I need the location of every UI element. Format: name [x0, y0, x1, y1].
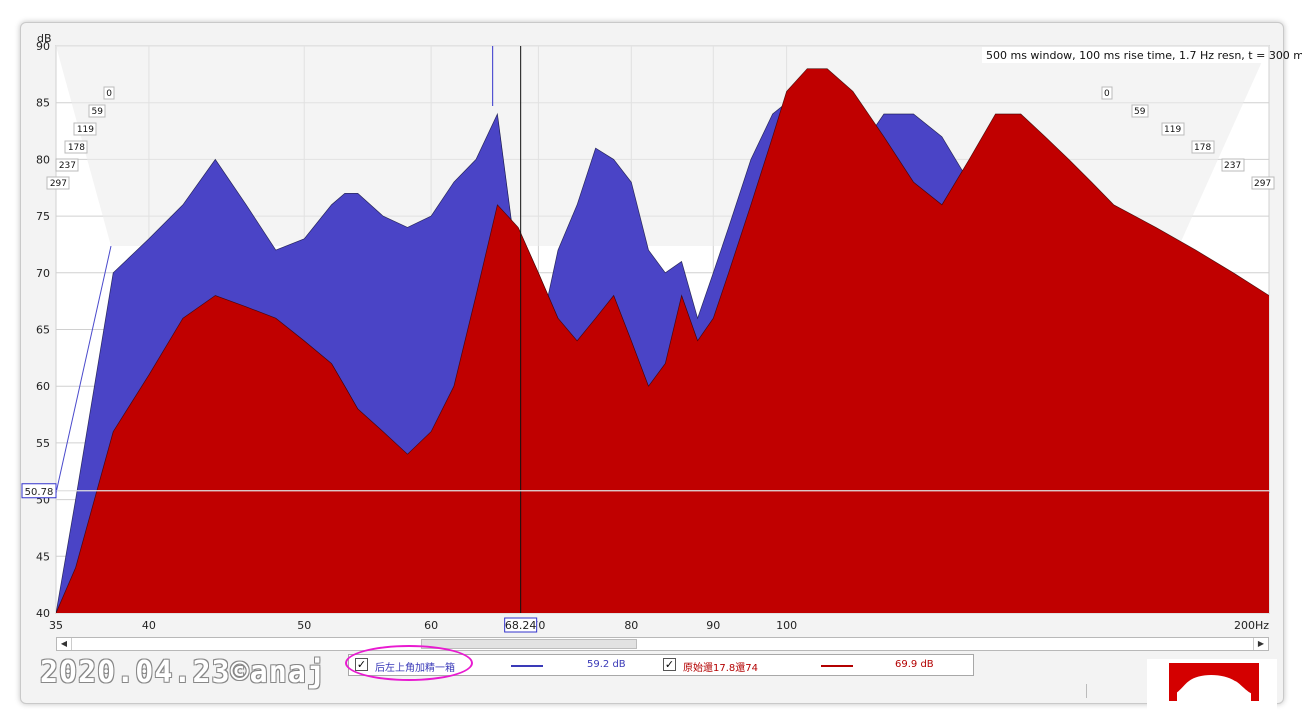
series-1-name: 后左上角加精一箱 — [375, 663, 455, 674]
legend-bar: ✓ 后左上角加精一箱 59.2 dB ✓ 原始還17.8還74 69.9 dB — [348, 654, 974, 676]
time-slice-label-right: 0 — [1104, 89, 1110, 99]
time-slice-label-right: 178 — [1194, 143, 1211, 153]
watermark: 2020.04.23©anaj — [40, 655, 326, 690]
cursor-x-label: 68.24 — [505, 619, 537, 632]
annotation: 500 ms window, 100 ms rise time, 1.7 Hz … — [986, 49, 1302, 62]
time-slice-label-left: 119 — [77, 125, 94, 135]
x-axis: 35 40 50 60 70 80 90 100 200Hz — [49, 619, 1269, 632]
time-slice-label-box-right — [1101, 86, 1113, 100]
time-slice-label-box-left — [73, 122, 97, 136]
time-slice-label-box-right — [1161, 122, 1185, 136]
x-tick-label: 50 — [297, 619, 311, 632]
y-tick-label: 85 — [36, 97, 50, 110]
y-tick-label: 40 — [36, 607, 50, 620]
time-slice-label-left: 178 — [68, 143, 85, 153]
time-slice-label-left: 237 — [59, 161, 76, 171]
y-axis-unit: dB — [37, 32, 52, 45]
depth-axis-left — [55, 245, 112, 494]
time-slice-label-left: 0 — [106, 89, 112, 99]
time-slice-label-left: 59 — [92, 107, 104, 117]
x-tick-label: 60 — [424, 619, 438, 632]
time-slice-label-left: 297 — [50, 179, 67, 189]
x-tick-label: 90 — [706, 619, 720, 632]
time-slice-label-box-right — [1221, 158, 1245, 172]
series-layer — [56, 68, 1269, 613]
x-tick-label: 200Hz — [1234, 619, 1269, 632]
series-1-value: 59.2 dB — [587, 659, 626, 670]
cursor-y-label: 50.78 — [25, 487, 54, 498]
scroll-thumb[interactable] — [421, 639, 637, 649]
series-2-name: 原始還17.8還74 — [683, 663, 758, 674]
corner-overlay — [1147, 659, 1277, 711]
x-tick-label: 80 — [624, 619, 638, 632]
scroll-left-arrow-icon[interactable]: ◀ — [57, 638, 72, 650]
x-tick-label: 100 — [776, 619, 797, 632]
series-2-swatch — [821, 665, 853, 667]
y-tick-label: 75 — [36, 210, 50, 223]
series-1-swatch — [511, 665, 543, 667]
cursor-y-box — [21, 483, 57, 499]
red-logo-icon — [1169, 663, 1259, 701]
y-tick-label: 65 — [36, 324, 50, 337]
series-2-checkbox[interactable]: ✓ — [663, 658, 676, 671]
series-2 — [56, 68, 1269, 613]
time-slice-label-box-left — [64, 140, 88, 154]
time-slice-label-right: 119 — [1164, 125, 1181, 135]
series-slice-fill — [56, 68, 1269, 613]
cursor[interactable]: 68.24 50.78 — [21, 46, 1269, 633]
time-slice-label-box-left — [103, 86, 115, 100]
scroll-right-arrow-icon[interactable]: ▶ — [1253, 638, 1268, 650]
time-slice-label-right: 59 — [1134, 107, 1146, 117]
y-tick-label: 70 — [36, 267, 50, 280]
y-tick-label: 90 — [36, 40, 50, 53]
status-bar — [1086, 684, 1263, 698]
cursor-x-box — [504, 617, 538, 633]
y-tick-label: 45 — [36, 550, 50, 563]
time-slice-label-box-left — [55, 158, 79, 172]
horizontal-scrollbar[interactable]: ◀ ▶ — [56, 637, 1269, 651]
time-slice-label-box-right — [1251, 176, 1275, 190]
time-slice-label-box-left — [88, 104, 106, 118]
y-tick-label: 60 — [36, 380, 50, 393]
y-tick-label: 80 — [36, 153, 50, 166]
series-slice-line — [56, 68, 1269, 613]
time-slice-label-box-right — [1131, 104, 1149, 118]
time-slice-label-box-left — [46, 176, 70, 190]
time-slice-label-right: 237 — [1224, 161, 1241, 171]
time-slice-label-right: 297 — [1254, 179, 1271, 189]
x-tick-label: 35 — [49, 619, 63, 632]
x-tick-label: 40 — [142, 619, 156, 632]
series-1-checkbox[interactable]: ✓ — [355, 658, 368, 671]
y-tick-label: 55 — [36, 437, 50, 450]
time-slice-label-box-right — [1191, 140, 1215, 154]
series-2-value: 69.9 dB — [895, 659, 934, 670]
annotation-box — [982, 47, 1268, 63]
